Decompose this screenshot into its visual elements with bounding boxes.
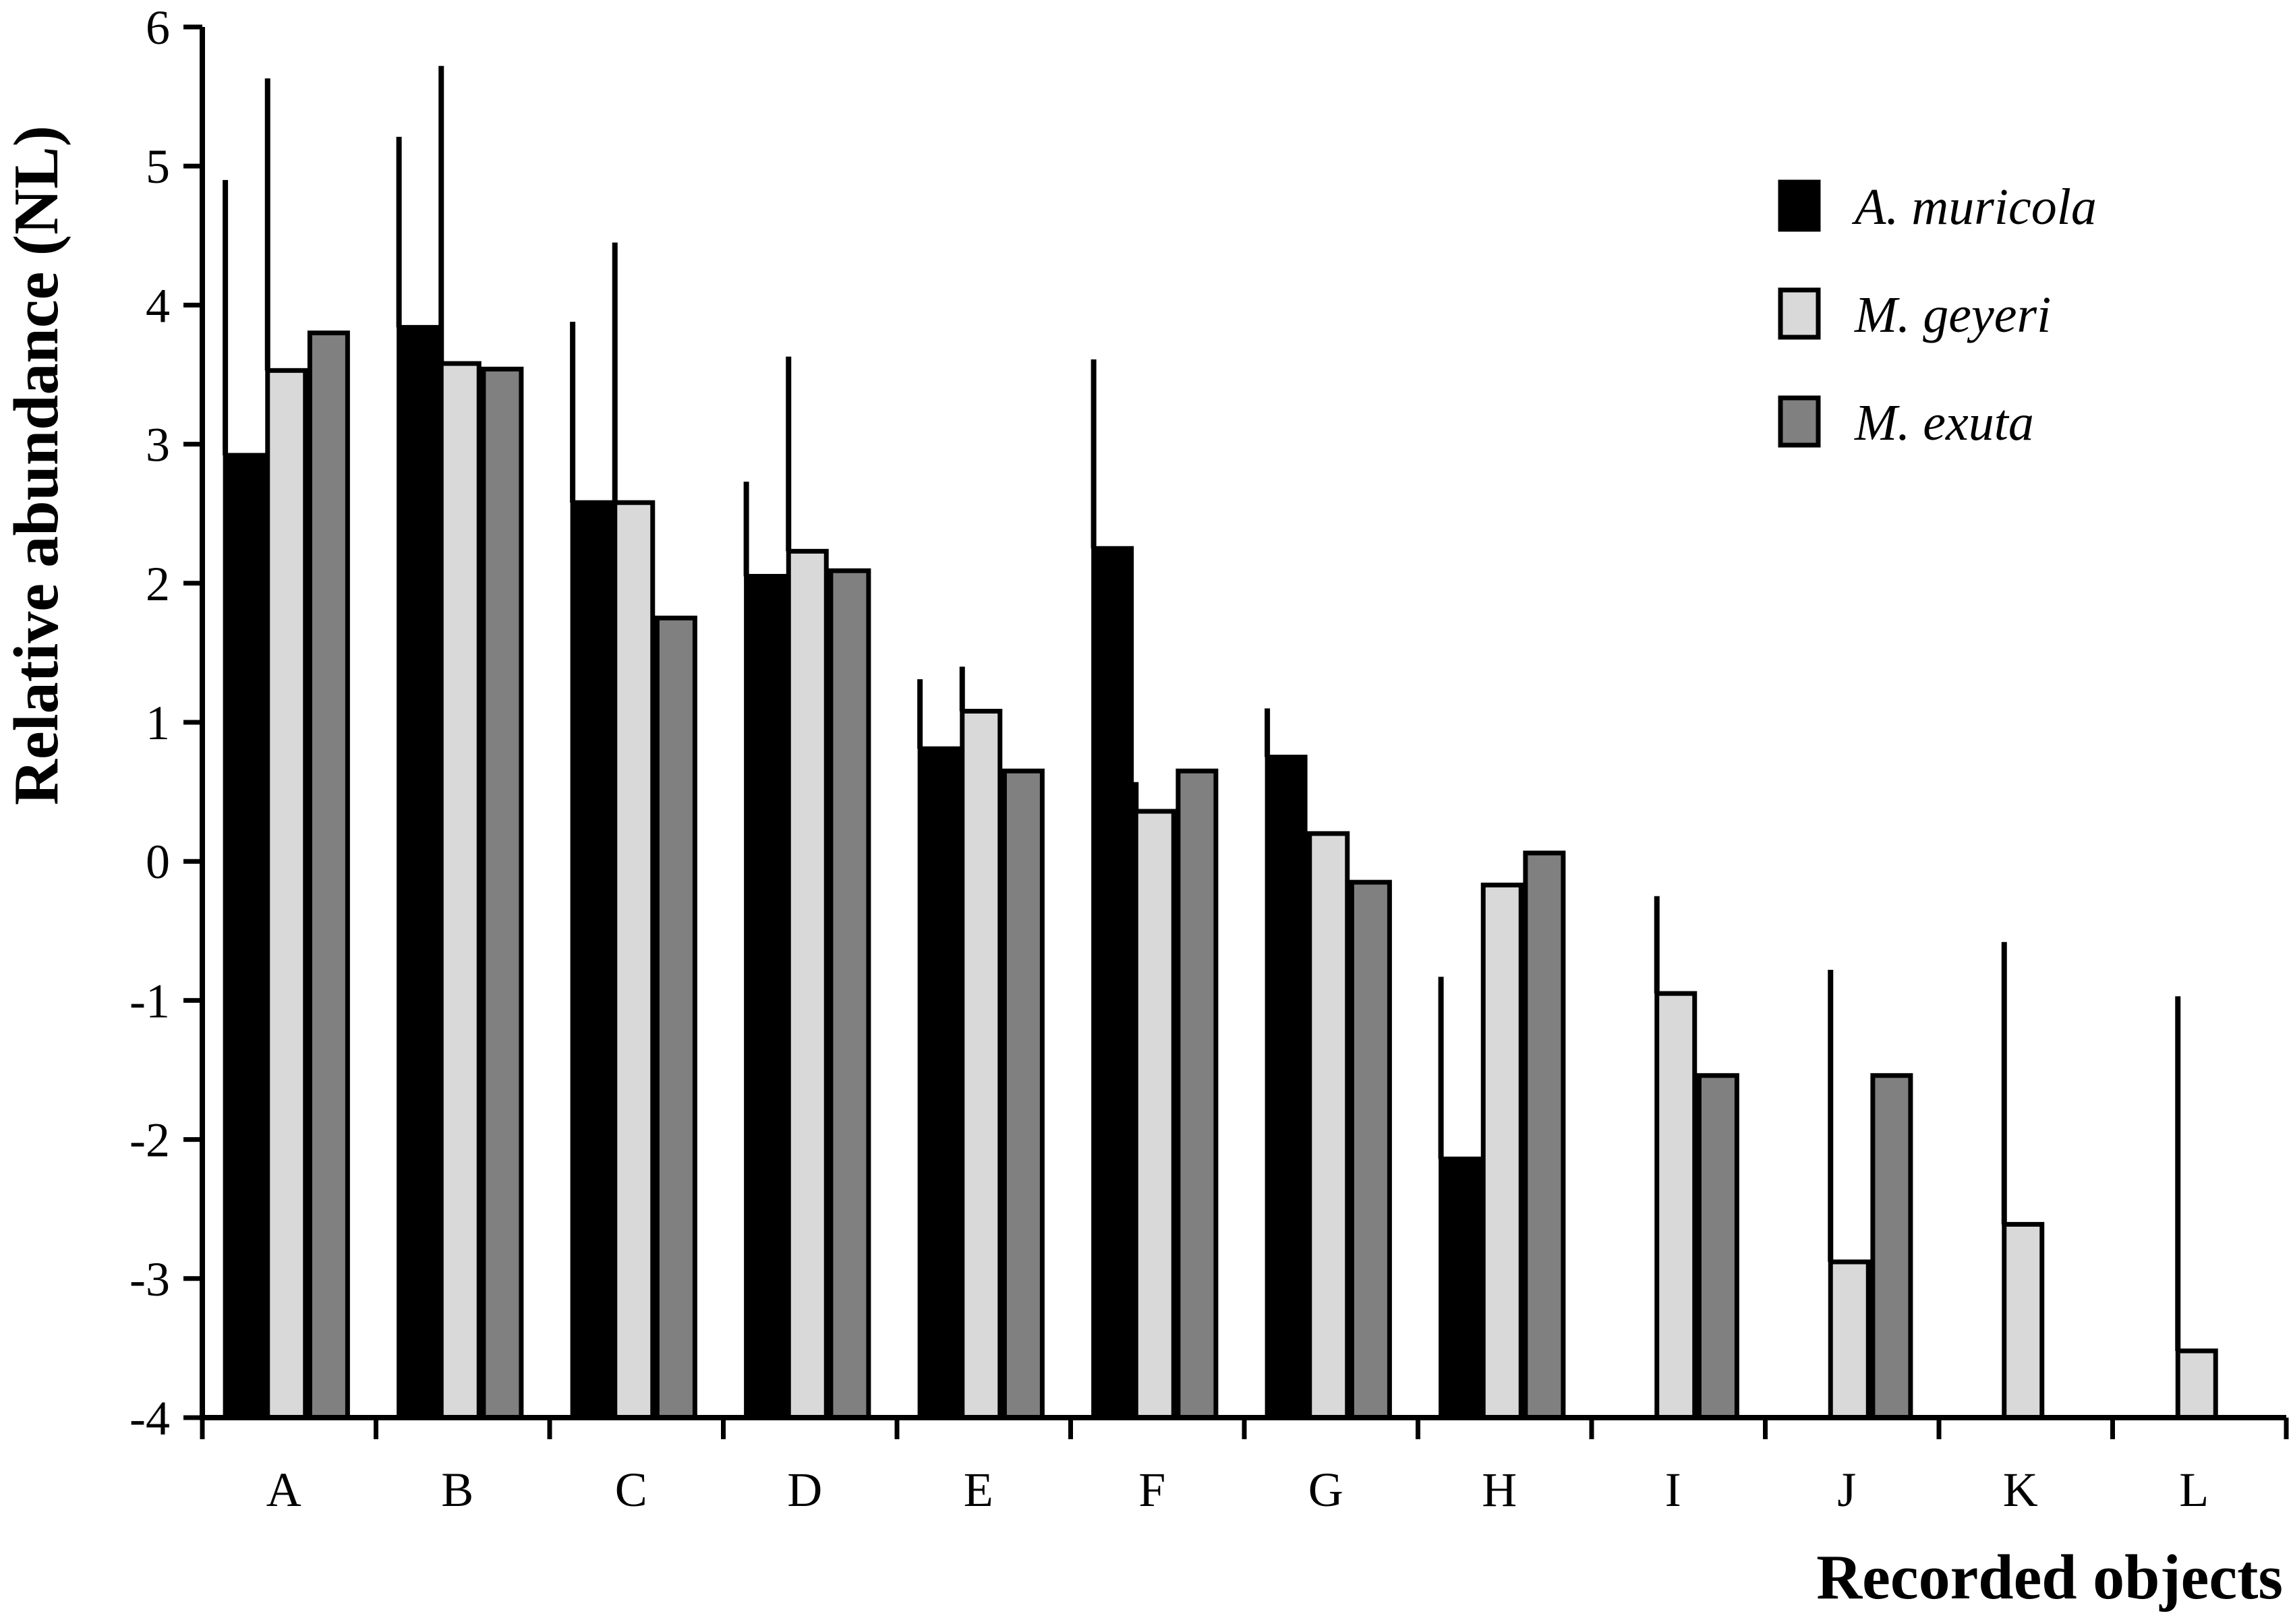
bar-a-muricola-H <box>1439 1156 1482 1420</box>
legend-swatch-a-muricola <box>1778 179 1821 232</box>
y-tick-label: 2 <box>146 557 170 611</box>
y-tick-label: 6 <box>146 1 170 55</box>
axes <box>183 24 2289 1439</box>
bar-m-exuta-E <box>1002 768 1045 1420</box>
legend: A. muricola M. geyeri M. exuta <box>1778 179 2097 451</box>
x-tick-label: J <box>1837 1463 1856 1517</box>
y-axis-title: Relative abundance (NL) <box>1 125 71 805</box>
bar-m-geyeri-C <box>612 500 656 1420</box>
bar-m-geyeri-E <box>960 709 1003 1420</box>
legend-swatch-m-geyeri <box>1778 287 1821 340</box>
x-tick-label: B <box>441 1463 473 1517</box>
x-tick-label: F <box>1138 1463 1165 1517</box>
x-axis-title: Recorded objects <box>1816 1542 2283 1613</box>
bar-m-geyeri-A <box>265 368 308 1420</box>
bar-m-geyeri-B <box>438 361 482 1420</box>
bar-m-exuta-B <box>481 366 524 1420</box>
bar-a-muricola-C <box>570 500 613 1420</box>
bar-m-exuta-D <box>828 568 871 1420</box>
y-tick-label: 4 <box>146 279 170 332</box>
bar-m-exuta-F <box>1176 768 1219 1420</box>
bar-m-geyeri-H <box>1480 882 1524 1420</box>
tick-labels: 6 5 4 3 2 1 0 -1 -2 -3 -4 <box>129 1 170 1445</box>
y-tick-label: -3 <box>129 1252 170 1306</box>
legend-swatch-m-exuta <box>1778 395 1821 448</box>
bar-a-muricola-F <box>1091 546 1134 1420</box>
bar-m-geyeri-L <box>2175 1348 2218 1420</box>
bar-m-exuta-G <box>1349 879 1392 1420</box>
legend-label-m-geyeri: M. geyeri <box>1854 287 2051 343</box>
bar-a-muricola-E <box>917 746 960 1420</box>
x-tick-label: C <box>615 1463 647 1517</box>
legend-label-m-exuta: M. exuta <box>1854 395 2034 451</box>
bars <box>223 324 2218 1420</box>
x-tick-label: E <box>964 1463 993 1517</box>
category-labels: A B C D E F G H I J K L <box>266 1463 2209 1517</box>
bar-m-exuta-H <box>1523 850 1566 1420</box>
y-tick-label: 3 <box>146 418 170 472</box>
bar-a-muricola-B <box>397 324 440 1420</box>
x-tick-label: H <box>1482 1463 1517 1517</box>
x-tick-label: I <box>1665 1463 1681 1517</box>
bar-m-exuta-C <box>654 615 697 1420</box>
bar-m-geyeri-K <box>2002 1221 2045 1420</box>
bar-m-exuta-J <box>1870 1073 1913 1420</box>
error-bars <box>223 65 2181 1352</box>
x-tick-label: L <box>2179 1463 2209 1517</box>
y-tick-label: 1 <box>146 696 170 750</box>
x-tick-label: D <box>787 1463 822 1517</box>
y-tick-label: -1 <box>129 974 170 1028</box>
x-tick-label: G <box>1308 1463 1343 1517</box>
bar-a-muricola-A <box>223 453 266 1420</box>
bar-m-exuta-I <box>1696 1073 1739 1420</box>
bar-a-muricola-D <box>744 573 787 1420</box>
bar-a-muricola-G <box>1265 755 1308 1420</box>
legend-label-a-muricola: A. muricola <box>1851 179 2097 235</box>
y-tick-label: 5 <box>146 140 170 194</box>
bar-m-geyeri-I <box>1654 991 1698 1420</box>
bar-m-geyeri-F <box>1133 809 1176 1420</box>
x-tick-label: K <box>2003 1463 2038 1517</box>
bar-m-geyeri-G <box>1307 831 1350 1420</box>
bar-m-exuta-A <box>307 330 350 1420</box>
y-tick-label: 0 <box>146 835 170 889</box>
bar-m-geyeri-J <box>1828 1259 1871 1420</box>
x-tick-label: A <box>266 1463 301 1517</box>
y-tick-label: -2 <box>129 1113 170 1167</box>
y-tick-label: -4 <box>129 1391 170 1445</box>
bar-m-geyeri-D <box>786 548 829 1420</box>
